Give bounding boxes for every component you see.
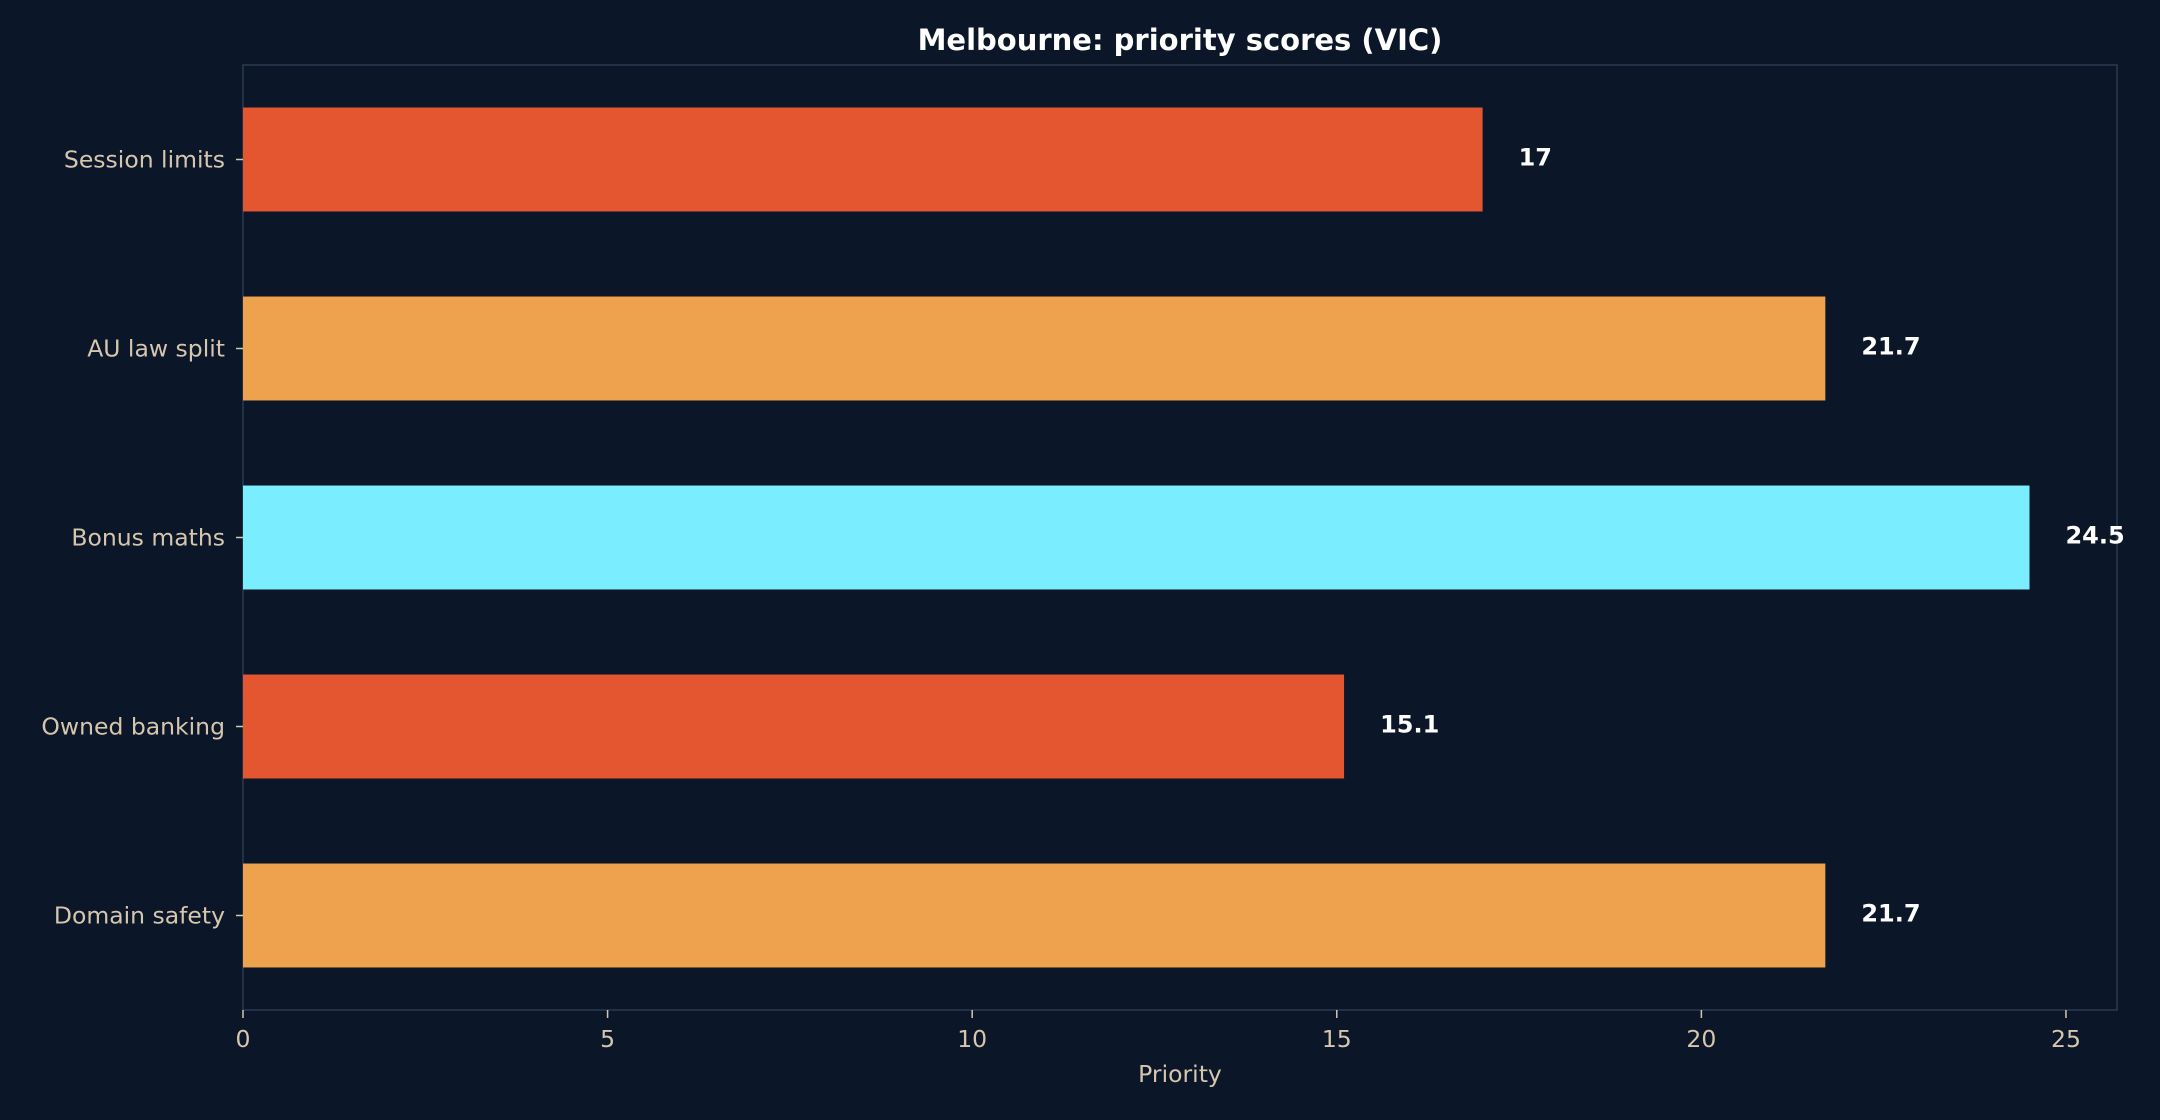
x-tick-label: 10 <box>957 1025 987 1053</box>
category-label: Domain safety <box>54 902 225 930</box>
x-tick-label: 20 <box>1686 1025 1716 1053</box>
x-axis-label: Priority <box>1138 1060 1222 1088</box>
x-tick-label: 0 <box>236 1025 251 1053</box>
bar <box>243 863 1826 968</box>
bar <box>243 296 1826 401</box>
bar-value-label: 24.5 <box>2065 522 2124 550</box>
bar <box>243 674 1345 779</box>
chart-title: Melbourne: priority scores (VIC) <box>918 23 1443 57</box>
x-tick-label: 15 <box>1322 1025 1352 1053</box>
category-label: AU law split <box>87 335 225 363</box>
value-labels: 17 21.7 24.5 15.1 21.7 <box>1380 144 2125 928</box>
bars <box>243 107 2030 968</box>
x-axis-ticks: 0 5 10 15 20 25 <box>236 1010 2081 1053</box>
bar <box>243 107 1483 212</box>
category-label: Session limits <box>64 146 225 174</box>
bar-value-label: 15.1 <box>1380 711 1439 739</box>
x-tick-label: 5 <box>600 1025 615 1053</box>
bar-value-label: 21.7 <box>1861 333 1920 361</box>
bar-value-label: 21.7 <box>1861 900 1920 928</box>
category-label: Bonus maths <box>71 524 225 552</box>
category-labels: Session limits AU law split Bonus maths Own… <box>41 146 243 930</box>
x-tick-label: 25 <box>2051 1025 2081 1053</box>
bar-value-label: 17 <box>1519 144 1552 172</box>
category-label: Owned banking <box>41 713 225 741</box>
bar <box>243 485 2030 590</box>
